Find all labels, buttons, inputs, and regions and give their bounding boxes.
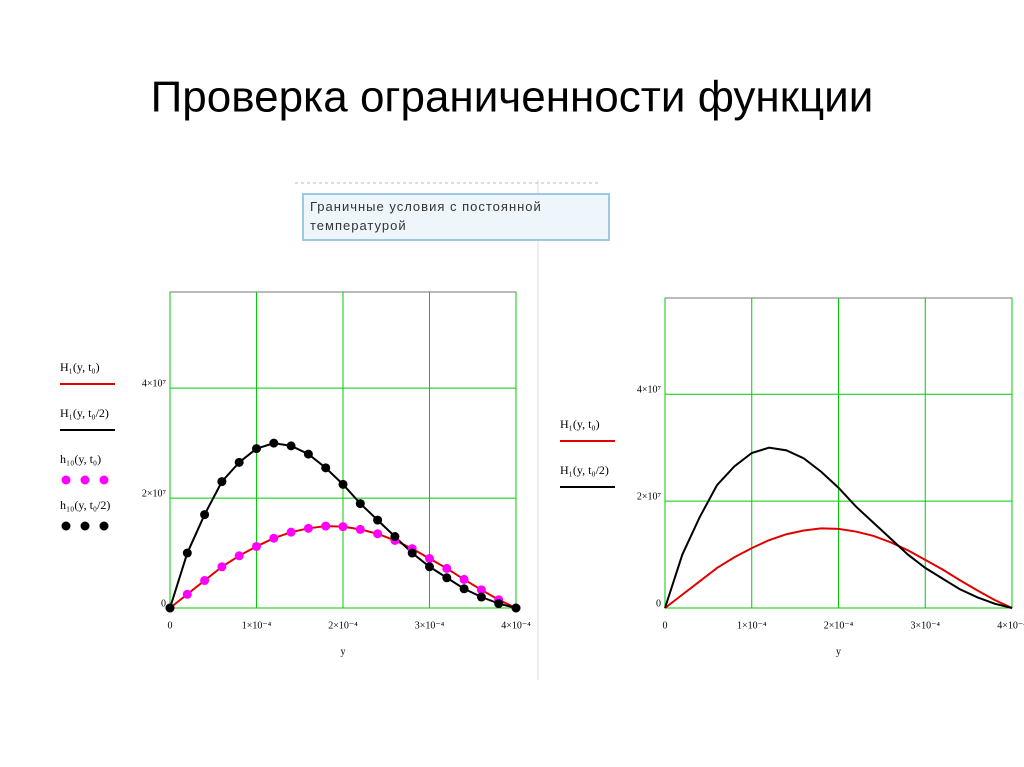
marker (269, 533, 279, 543)
marker (390, 532, 400, 542)
y-tick-label: 2×10⁷ (142, 488, 167, 499)
legend-label: H₁(y, t₀/2) (60, 406, 109, 420)
x-axis-label: y (836, 646, 841, 657)
legend-swatch (99, 475, 109, 485)
legend-label: H₁(y, t₀/2) (560, 463, 609, 477)
x-axis-label: y (341, 646, 346, 657)
marker (165, 603, 175, 613)
slide-title: Проверка ограниченности функции (151, 73, 874, 122)
y-tick-label: 4×10⁷ (142, 378, 167, 389)
marker (476, 592, 486, 602)
marker (373, 515, 383, 525)
x-tick-label: 0 (168, 620, 173, 631)
marker (200, 510, 210, 520)
marker (303, 449, 313, 459)
marker (355, 499, 365, 509)
marker (217, 477, 227, 487)
x-tick-label: 3×10⁻⁴ (911, 620, 941, 631)
marker (269, 438, 279, 448)
marker (252, 541, 261, 551)
marker (355, 524, 365, 534)
series-line (664, 527, 1013, 609)
legend-swatch (61, 475, 71, 485)
marker (234, 551, 244, 561)
x-tick-label: 2×10⁻⁴ (328, 620, 358, 631)
legend-swatch (61, 521, 71, 531)
x-tick-label: 2×10⁻⁴ (824, 620, 854, 631)
x-tick-label: 0 (663, 620, 668, 631)
y-tick-label: 0 (161, 598, 166, 609)
series-line (664, 446, 1013, 609)
y-tick-label: 4×10⁷ (637, 385, 662, 396)
marker (182, 589, 192, 599)
x-tick-label: 4×10⁻⁴ (501, 620, 531, 631)
x-tick-label: 3×10⁻⁴ (415, 620, 445, 631)
marker (182, 548, 192, 558)
legend-label: h₁₀(y, t₀/2) (60, 498, 110, 512)
marker (442, 563, 452, 573)
marker (286, 441, 296, 451)
x-tick-label: 1×10⁻⁴ (242, 620, 272, 631)
legend-label: h₁₀(y, t₀) (60, 452, 101, 466)
marker (476, 585, 486, 595)
note-wrap: Граничные условия с постоянной температу… (310, 199, 542, 233)
marker (200, 576, 210, 586)
marker (338, 522, 348, 532)
marker (511, 603, 521, 613)
legend-swatch (80, 475, 90, 485)
legend-label: H₁(y, t₀) (560, 417, 600, 431)
y-tick-label: 2×10⁷ (637, 491, 662, 502)
marker (303, 523, 313, 533)
marker (217, 562, 227, 572)
note-box (302, 193, 610, 241)
marker (425, 554, 434, 564)
marker (407, 548, 417, 558)
marker (252, 444, 261, 454)
marker (321, 463, 331, 473)
legend-swatch (80, 521, 90, 531)
x-tick-label: 1×10⁻⁴ (737, 620, 767, 631)
y-tick-label: 0 (656, 598, 661, 609)
marker (442, 573, 452, 583)
marker (234, 457, 244, 467)
marker (286, 527, 296, 537)
marker (494, 599, 504, 609)
marker (459, 584, 469, 594)
marker (425, 562, 434, 572)
marker (338, 479, 348, 489)
marker (321, 521, 331, 531)
marker (373, 529, 383, 539)
note-text: Граничные условия с постоянной температу… (310, 199, 542, 233)
legend-swatch (99, 521, 109, 531)
marker (459, 574, 469, 584)
legend-label: H₁(y, t₀) (60, 360, 100, 374)
x-tick-label: 4×10⁻⁴ (997, 620, 1024, 631)
